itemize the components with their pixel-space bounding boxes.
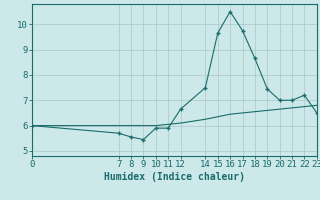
X-axis label: Humidex (Indice chaleur): Humidex (Indice chaleur) <box>104 172 245 182</box>
